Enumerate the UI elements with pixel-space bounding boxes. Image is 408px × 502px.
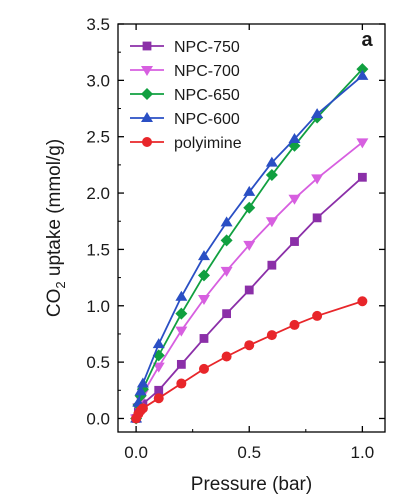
data-point	[175, 290, 188, 301]
data-point	[266, 330, 277, 341]
series-layer	[130, 63, 369, 425]
x-tick-label: 1.0	[351, 443, 375, 462]
data-point	[357, 172, 367, 182]
data-point	[175, 307, 188, 320]
data-point	[176, 359, 186, 369]
data-point	[356, 69, 369, 80]
data-point	[137, 403, 148, 414]
data-point	[198, 363, 209, 374]
data-point	[265, 169, 278, 182]
legend-marker	[141, 112, 153, 122]
data-point	[267, 260, 277, 270]
data-point	[356, 63, 369, 76]
plot-frame	[117, 23, 386, 433]
panel-label: a	[361, 29, 373, 51]
legend-item: polyimine	[130, 135, 242, 152]
legend-label: NPC-750	[174, 39, 240, 56]
legend-label: NPC-650	[174, 87, 240, 104]
data-point	[243, 201, 256, 214]
x-axis-title: Pressure (bar)	[191, 474, 312, 495]
y-axis-title-pre: CO	[44, 289, 65, 318]
y-tick-label: 3.5	[86, 15, 110, 34]
legend: NPC-750 NPC-700 NPC-650 NPC-600 polyimine	[130, 39, 242, 152]
y-tick-label: 1.5	[86, 240, 110, 259]
data-point	[243, 240, 256, 251]
data-point	[222, 309, 232, 319]
y-tick-label: 0.0	[86, 409, 110, 428]
data-point	[265, 156, 278, 167]
data-point	[134, 385, 147, 396]
legend-item: NPC-600	[130, 111, 240, 128]
series-npc-600	[130, 69, 369, 423]
data-point	[312, 310, 323, 321]
data-point	[220, 266, 233, 277]
data-point	[311, 108, 324, 119]
data-point	[152, 338, 165, 349]
y-axis-title-post: uptake (mmol/g)	[44, 139, 65, 282]
data-point	[290, 237, 299, 246]
data-point	[288, 194, 301, 205]
data-point	[197, 269, 210, 282]
x-tick-label: 0.5	[237, 443, 261, 462]
data-point	[154, 385, 164, 395]
data-point	[265, 217, 278, 228]
y-tick-label: 2.5	[86, 128, 110, 147]
legend-item: NPC-700	[130, 63, 240, 80]
x-tick-label: 0.0	[124, 443, 148, 462]
data-point	[288, 132, 301, 143]
data-point	[311, 174, 324, 185]
y-axis-title: CO2 uptake (mmol/g)	[44, 139, 68, 317]
data-point	[176, 378, 187, 389]
data-point	[136, 377, 149, 388]
data-point	[244, 340, 255, 351]
data-point	[197, 295, 210, 306]
data-point	[243, 185, 256, 196]
y-tick-label: 2.0	[86, 184, 110, 203]
data-point	[356, 138, 369, 149]
data-point	[357, 296, 368, 307]
data-point	[152, 362, 165, 373]
legend-item: NPC-750	[130, 39, 240, 56]
data-point	[220, 234, 233, 247]
data-point	[312, 213, 322, 223]
y-tick-label: 1.0	[86, 297, 110, 316]
data-point	[244, 285, 254, 295]
legend-label: NPC-600	[174, 111, 240, 128]
data-point	[220, 216, 233, 227]
legend-marker	[142, 137, 152, 147]
data-point	[175, 326, 188, 337]
legend-label: NPC-700	[174, 63, 240, 80]
y-tick-label: 3.0	[86, 71, 110, 90]
tick-layer: 0.0 0.5 1.0 0.0 0.5 1.0 1.5 2.0 2.5 3.0 3.5	[86, 15, 385, 462]
legend-marker	[141, 88, 153, 100]
legend-marker	[141, 66, 153, 76]
data-point	[289, 319, 300, 330]
y-axis-title-sub: 2	[53, 281, 68, 288]
series-polyimine	[131, 296, 368, 424]
legend-item: NPC-650	[130, 87, 240, 104]
legend-marker	[142, 41, 152, 51]
plot-area: 0.0 0.5 1.0 0.0 0.5 1.0 1.5 2.0 2.5 3.0 3.5	[86, 15, 386, 462]
data-point	[197, 250, 210, 261]
data-point	[153, 393, 164, 404]
data-point	[199, 334, 209, 343]
data-point	[221, 351, 232, 362]
y-tick-label: 0.5	[86, 353, 110, 372]
legend-label: polyimine	[174, 135, 242, 152]
